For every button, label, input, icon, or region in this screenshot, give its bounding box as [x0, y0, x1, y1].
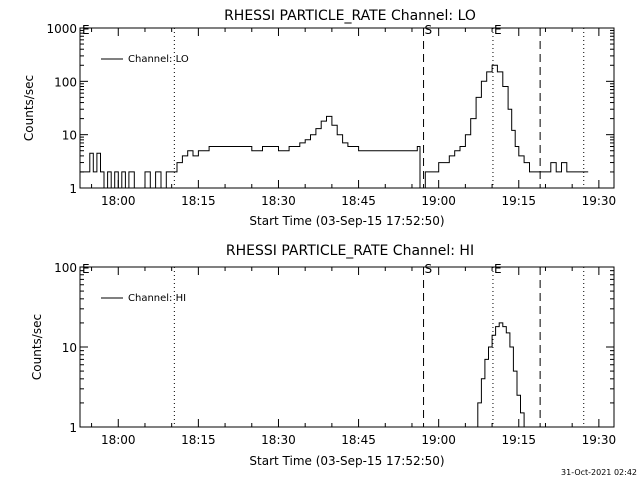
y-tick-label: 10	[62, 129, 77, 143]
y-tick-label: 10	[62, 341, 77, 355]
corner-tick-label: E	[82, 23, 90, 37]
x-tick-label: 18:00	[101, 433, 136, 447]
x-tick-label: 19:15	[501, 433, 536, 447]
chart-title: RHESSI PARTICLE_RATE Channel: HI	[226, 243, 474, 259]
marker-label: E	[494, 262, 502, 276]
x-tick-label: 19:30	[582, 194, 617, 208]
plot-frame	[79, 266, 615, 428]
legend-entry: Channel: HI	[128, 293, 186, 304]
panel-hi: RHESSI PARTICLE_RATE Channel: HI Start T…	[30, 243, 616, 468]
y-tick-label: 1	[69, 182, 77, 196]
x-tick-label: 18:45	[341, 194, 376, 208]
x-tick-label: 19:15	[501, 194, 536, 208]
x-tick-label: 18:30	[261, 433, 296, 447]
y-axis-label: Counts/sec	[30, 314, 44, 380]
marker-label: S	[425, 262, 433, 276]
corner-tick-label: E	[82, 262, 90, 276]
x-tick-label: 18:00	[101, 194, 136, 208]
footer-date: 31-Oct-2021 02:42	[561, 468, 637, 477]
y-tick-label: 100	[54, 75, 77, 89]
plot-frame	[79, 27, 615, 189]
x-tick-label: 18:30	[261, 194, 296, 208]
marker-label: S	[425, 23, 433, 37]
x-tick-label: 18:15	[181, 194, 216, 208]
legend-entry: Channel: LO	[128, 54, 189, 65]
x-tick-label: 19:00	[421, 433, 456, 447]
y-tick-label: 1000	[46, 22, 77, 36]
x-tick-label: 19:30	[582, 433, 617, 447]
x-axis-label: Start Time (03-Sep-15 17:52:50)	[249, 214, 444, 228]
marker-label: E	[494, 23, 502, 37]
x-tick-label: 18:15	[181, 433, 216, 447]
series-line	[80, 64, 589, 189]
x-tick-label: 19:00	[421, 194, 456, 208]
y-axis-label: Counts/sec	[22, 75, 36, 141]
y-tick-label: 100	[54, 261, 77, 275]
x-tick-label: 18:45	[341, 433, 376, 447]
y-tick-label: 1	[69, 421, 77, 435]
x-axis-label: Start Time (03-Sep-15 17:52:50)	[249, 454, 444, 468]
panel-lo: RHESSI PARTICLE_RATE Channel: LO Start T…	[22, 8, 616, 228]
chart-title: RHESSI PARTICLE_RATE Channel: LO	[224, 8, 476, 24]
series-line	[474, 322, 525, 428]
